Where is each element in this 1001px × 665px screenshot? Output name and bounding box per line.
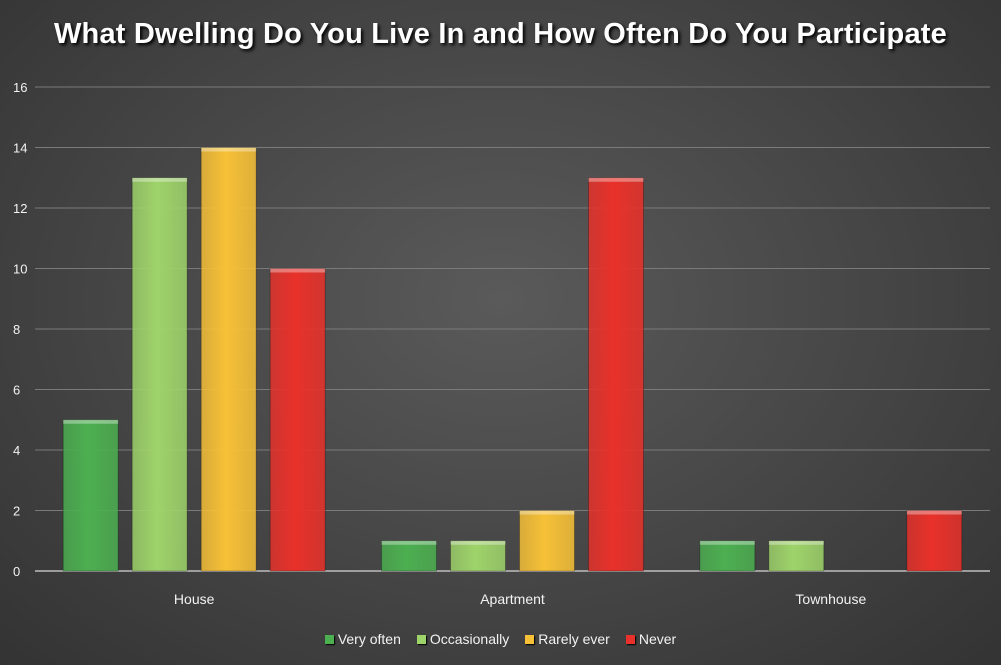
- chart-legend: Very often Occasionally Rarely ever Never: [0, 631, 1001, 647]
- bar-top-highlight: [201, 147, 257, 152]
- legend-item: Occasionally: [416, 631, 510, 647]
- y-tick-label: 4: [13, 443, 20, 458]
- bar-top-highlight: [381, 540, 437, 545]
- x-category-label: Townhouse: [795, 591, 866, 607]
- bar-very-often-apartment: [381, 540, 437, 572]
- legend-swatch: [525, 634, 535, 644]
- bar-rarely-ever-house: [200, 147, 257, 572]
- y-tick-label: 6: [13, 383, 20, 398]
- bar-never-house: [269, 268, 326, 572]
- y-axis-ticks: 0 2 4 6 8 10 12 14 16: [13, 80, 27, 579]
- bar-top-highlight: [63, 419, 119, 424]
- chart-title: What Dwelling Do You Live In and How Oft…: [53, 18, 947, 50]
- bar-top-highlight: [132, 177, 188, 182]
- x-category-label: Apartment: [480, 591, 545, 607]
- gridlines: [35, 86, 990, 572]
- legend-label: Occasionally: [429, 631, 510, 647]
- bar-very-often-house: [62, 419, 119, 572]
- bar-top-highlight: [450, 540, 506, 545]
- legend-label: Rarely ever: [538, 631, 610, 647]
- bar-rarely-ever-apartment: [519, 510, 575, 572]
- legend-item: Very often: [324, 631, 401, 647]
- bar-top-highlight: [270, 268, 326, 273]
- legend-label: Very often: [337, 631, 401, 647]
- y-tick-label: 12: [13, 201, 27, 216]
- bar-very-often-townhouse: [699, 540, 756, 572]
- bar-never-townhouse: [906, 510, 963, 572]
- y-tick-label: 2: [13, 504, 20, 519]
- legend-item: Rarely ever: [525, 631, 610, 647]
- bar-never-apartment: [588, 177, 644, 572]
- bars: [62, 147, 963, 572]
- bar-top-highlight: [768, 540, 824, 545]
- y-tick-label: 8: [13, 322, 20, 337]
- y-tick-label: 10: [13, 262, 27, 277]
- legend-label: Never: [638, 631, 677, 647]
- y-tick-label: 0: [13, 564, 20, 579]
- legend-swatch: [625, 634, 635, 644]
- bar-occasionally-apartment: [450, 540, 506, 572]
- bar-top-highlight: [906, 510, 962, 515]
- y-tick-label: 16: [13, 80, 27, 95]
- legend-swatch: [324, 634, 334, 644]
- bar-top-highlight: [588, 177, 644, 182]
- legend-item: Never: [625, 631, 677, 647]
- x-category-label: House: [174, 591, 215, 607]
- bar-occasionally-townhouse: [768, 540, 825, 572]
- bar-top-highlight: [519, 510, 575, 515]
- bar-top-highlight: [699, 540, 755, 545]
- legend-swatch: [416, 634, 426, 644]
- y-tick-label: 14: [13, 141, 27, 156]
- category-labels: House Apartment Townhouse: [174, 591, 867, 607]
- bar-occasionally-house: [131, 177, 188, 572]
